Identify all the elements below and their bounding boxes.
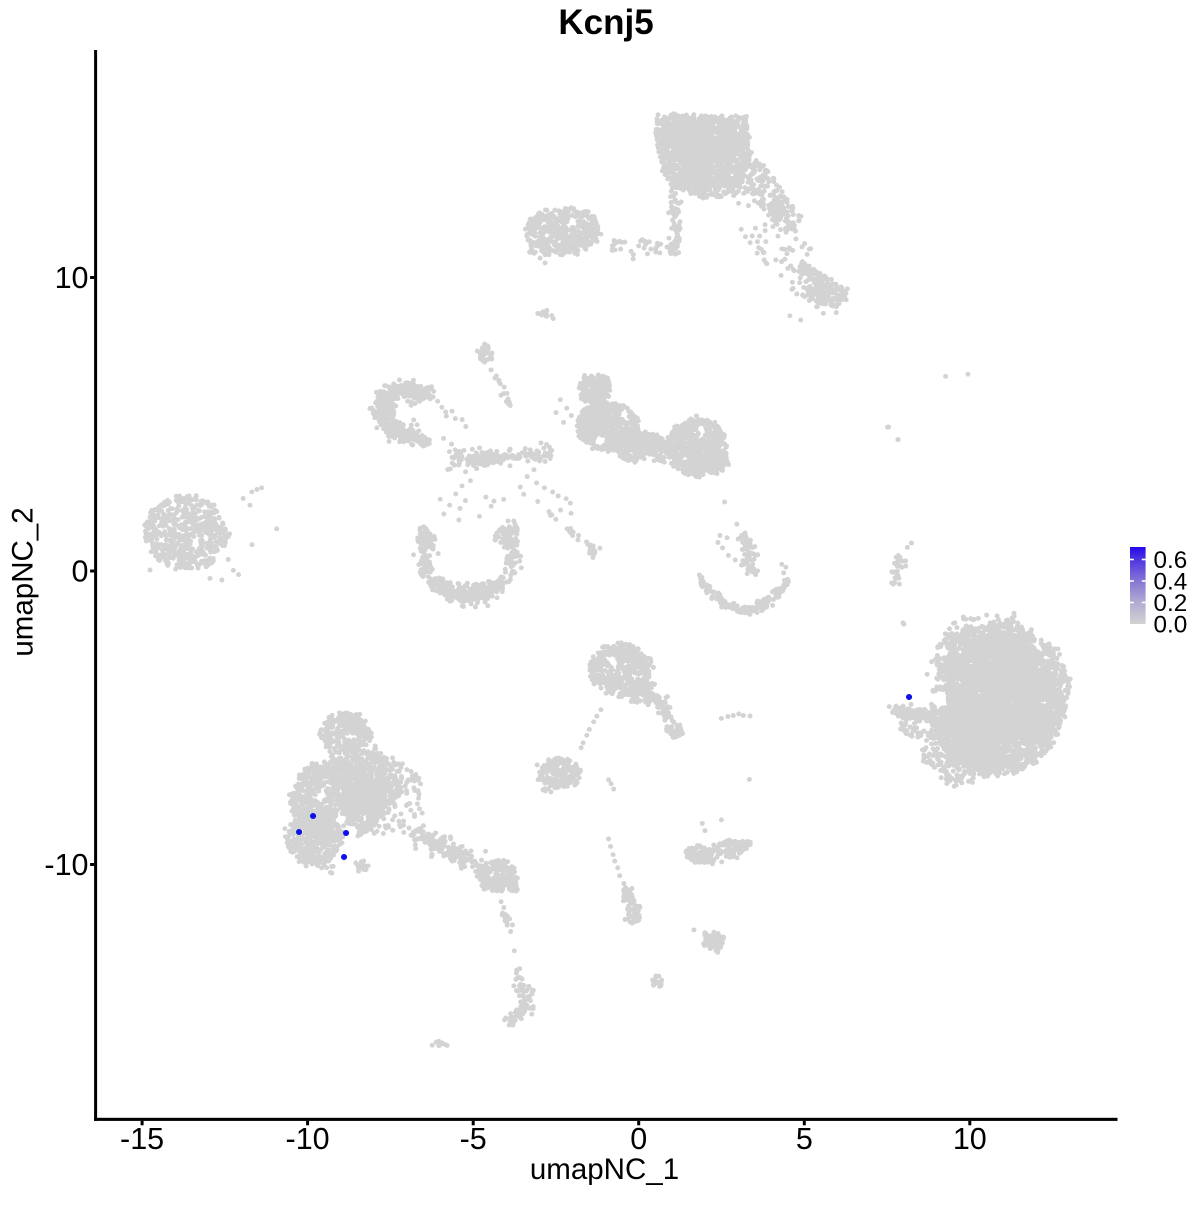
svg-text:Kcnj5: Kcnj5 [558,3,653,42]
svg-text:5: 5 [796,1122,813,1156]
svg-text:10: 10 [953,1122,987,1156]
svg-text:-10: -10 [44,848,88,882]
svg-text:0: 0 [630,1122,647,1156]
svg-text:10: 10 [55,261,89,295]
svg-text:0.4: 0.4 [1154,568,1188,595]
svg-text:0.6: 0.6 [1154,547,1188,574]
svg-text:-5: -5 [460,1122,487,1156]
svg-text:umapNC_2: umapNC_2 [6,507,39,656]
svg-text:0.2: 0.2 [1154,590,1188,617]
svg-text:-10: -10 [286,1122,330,1156]
svg-text:umapNC_1: umapNC_1 [530,1153,679,1186]
svg-text:0: 0 [72,555,89,589]
svg-text:0.0: 0.0 [1154,611,1188,638]
svg-text:-15: -15 [120,1122,164,1156]
